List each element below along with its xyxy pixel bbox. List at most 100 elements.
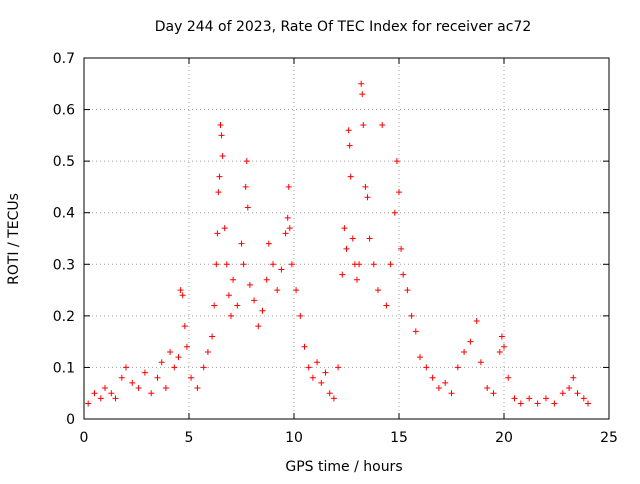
data-point (346, 142, 353, 149)
data-point (286, 225, 293, 232)
data-point (393, 158, 400, 165)
data-point (204, 348, 211, 355)
data-point (218, 132, 225, 139)
data-point (200, 364, 207, 371)
data-point (167, 348, 174, 355)
data-point (112, 395, 119, 402)
data-point (284, 214, 291, 221)
data-point (423, 364, 430, 371)
data-point (129, 379, 136, 386)
data-point (473, 318, 480, 325)
data-point (345, 127, 352, 134)
data-point (270, 261, 276, 268)
data-point (570, 374, 577, 381)
data-point (526, 395, 533, 402)
data-point (278, 266, 285, 273)
data-point (158, 359, 165, 366)
data-point (404, 287, 411, 294)
data-point (246, 281, 253, 288)
data-point (259, 307, 266, 314)
data-point (223, 261, 230, 268)
chart-title: Day 244 of 2023, Rate Of TEC Index for r… (155, 19, 531, 35)
x-tick-label: 20 (495, 430, 513, 446)
y-tick-label: 0.7 (53, 51, 75, 67)
data-point (412, 328, 419, 335)
data-point (574, 390, 581, 397)
data-point (171, 364, 178, 371)
data-point (517, 400, 524, 407)
data-point (251, 297, 258, 304)
data-point (543, 395, 549, 402)
data-point (225, 292, 232, 299)
data-point (358, 80, 365, 87)
data-point (366, 235, 373, 242)
data-point (209, 333, 216, 340)
data-point (559, 390, 566, 397)
data-point (359, 91, 366, 98)
x-tick-label: 5 (185, 430, 194, 446)
data-point (293, 287, 300, 294)
data-point (297, 312, 304, 319)
data-point (216, 173, 223, 180)
data-point (391, 209, 398, 216)
data-point (211, 302, 218, 309)
data-point (263, 276, 270, 283)
data-point (255, 323, 262, 330)
data-point (274, 287, 281, 294)
data-point (85, 400, 92, 407)
data-point (349, 235, 356, 242)
data-point (102, 385, 108, 392)
data-point (347, 173, 354, 180)
plot-frame (83, 57, 610, 420)
data-point (314, 359, 321, 366)
data-point (305, 364, 312, 371)
data-point (162, 385, 169, 392)
data-point (179, 292, 186, 299)
data-point (309, 374, 316, 381)
data-point (534, 400, 541, 407)
data-point (505, 374, 512, 381)
data-point (282, 230, 289, 237)
data-point (228, 312, 234, 319)
data-point (370, 261, 377, 268)
data-point (97, 395, 104, 402)
data-point (335, 364, 342, 371)
data-point (484, 385, 491, 392)
data-point (188, 374, 195, 381)
data-point (362, 183, 369, 190)
data-point (343, 245, 350, 252)
data-point (243, 158, 250, 165)
data-point (551, 400, 558, 407)
data-point (108, 390, 115, 397)
data-point (400, 271, 407, 278)
data-point (301, 343, 308, 350)
data-point (511, 395, 518, 402)
x-tick-label: 0 (80, 430, 89, 446)
data-point (339, 271, 346, 278)
data-point (221, 225, 228, 232)
data-point (448, 390, 455, 397)
y-axis-label: ROTI / TECUs (6, 193, 22, 285)
data-point (240, 261, 247, 268)
data-point (442, 379, 449, 386)
data-point (379, 122, 386, 129)
data-layer (85, 80, 591, 407)
data-point (396, 189, 402, 196)
data-point (194, 385, 201, 392)
data-point (356, 261, 363, 268)
tick-layer: 0 5 10 15 20 25 0 0.1 0.2 0.3 0.4 0.5 0.6 0.7 (53, 51, 618, 446)
data-point (585, 400, 591, 407)
data-point (318, 379, 325, 386)
data-point (135, 385, 142, 392)
data-point (375, 287, 381, 294)
data-point (322, 369, 329, 376)
data-point (498, 333, 505, 340)
data-point (467, 338, 474, 345)
data-point (417, 354, 423, 361)
data-point (181, 323, 188, 330)
x-axis-label: GPS time / hours (285, 459, 402, 475)
y-tick-label: 0.2 (53, 309, 75, 325)
x-tick-label: 15 (390, 430, 408, 446)
